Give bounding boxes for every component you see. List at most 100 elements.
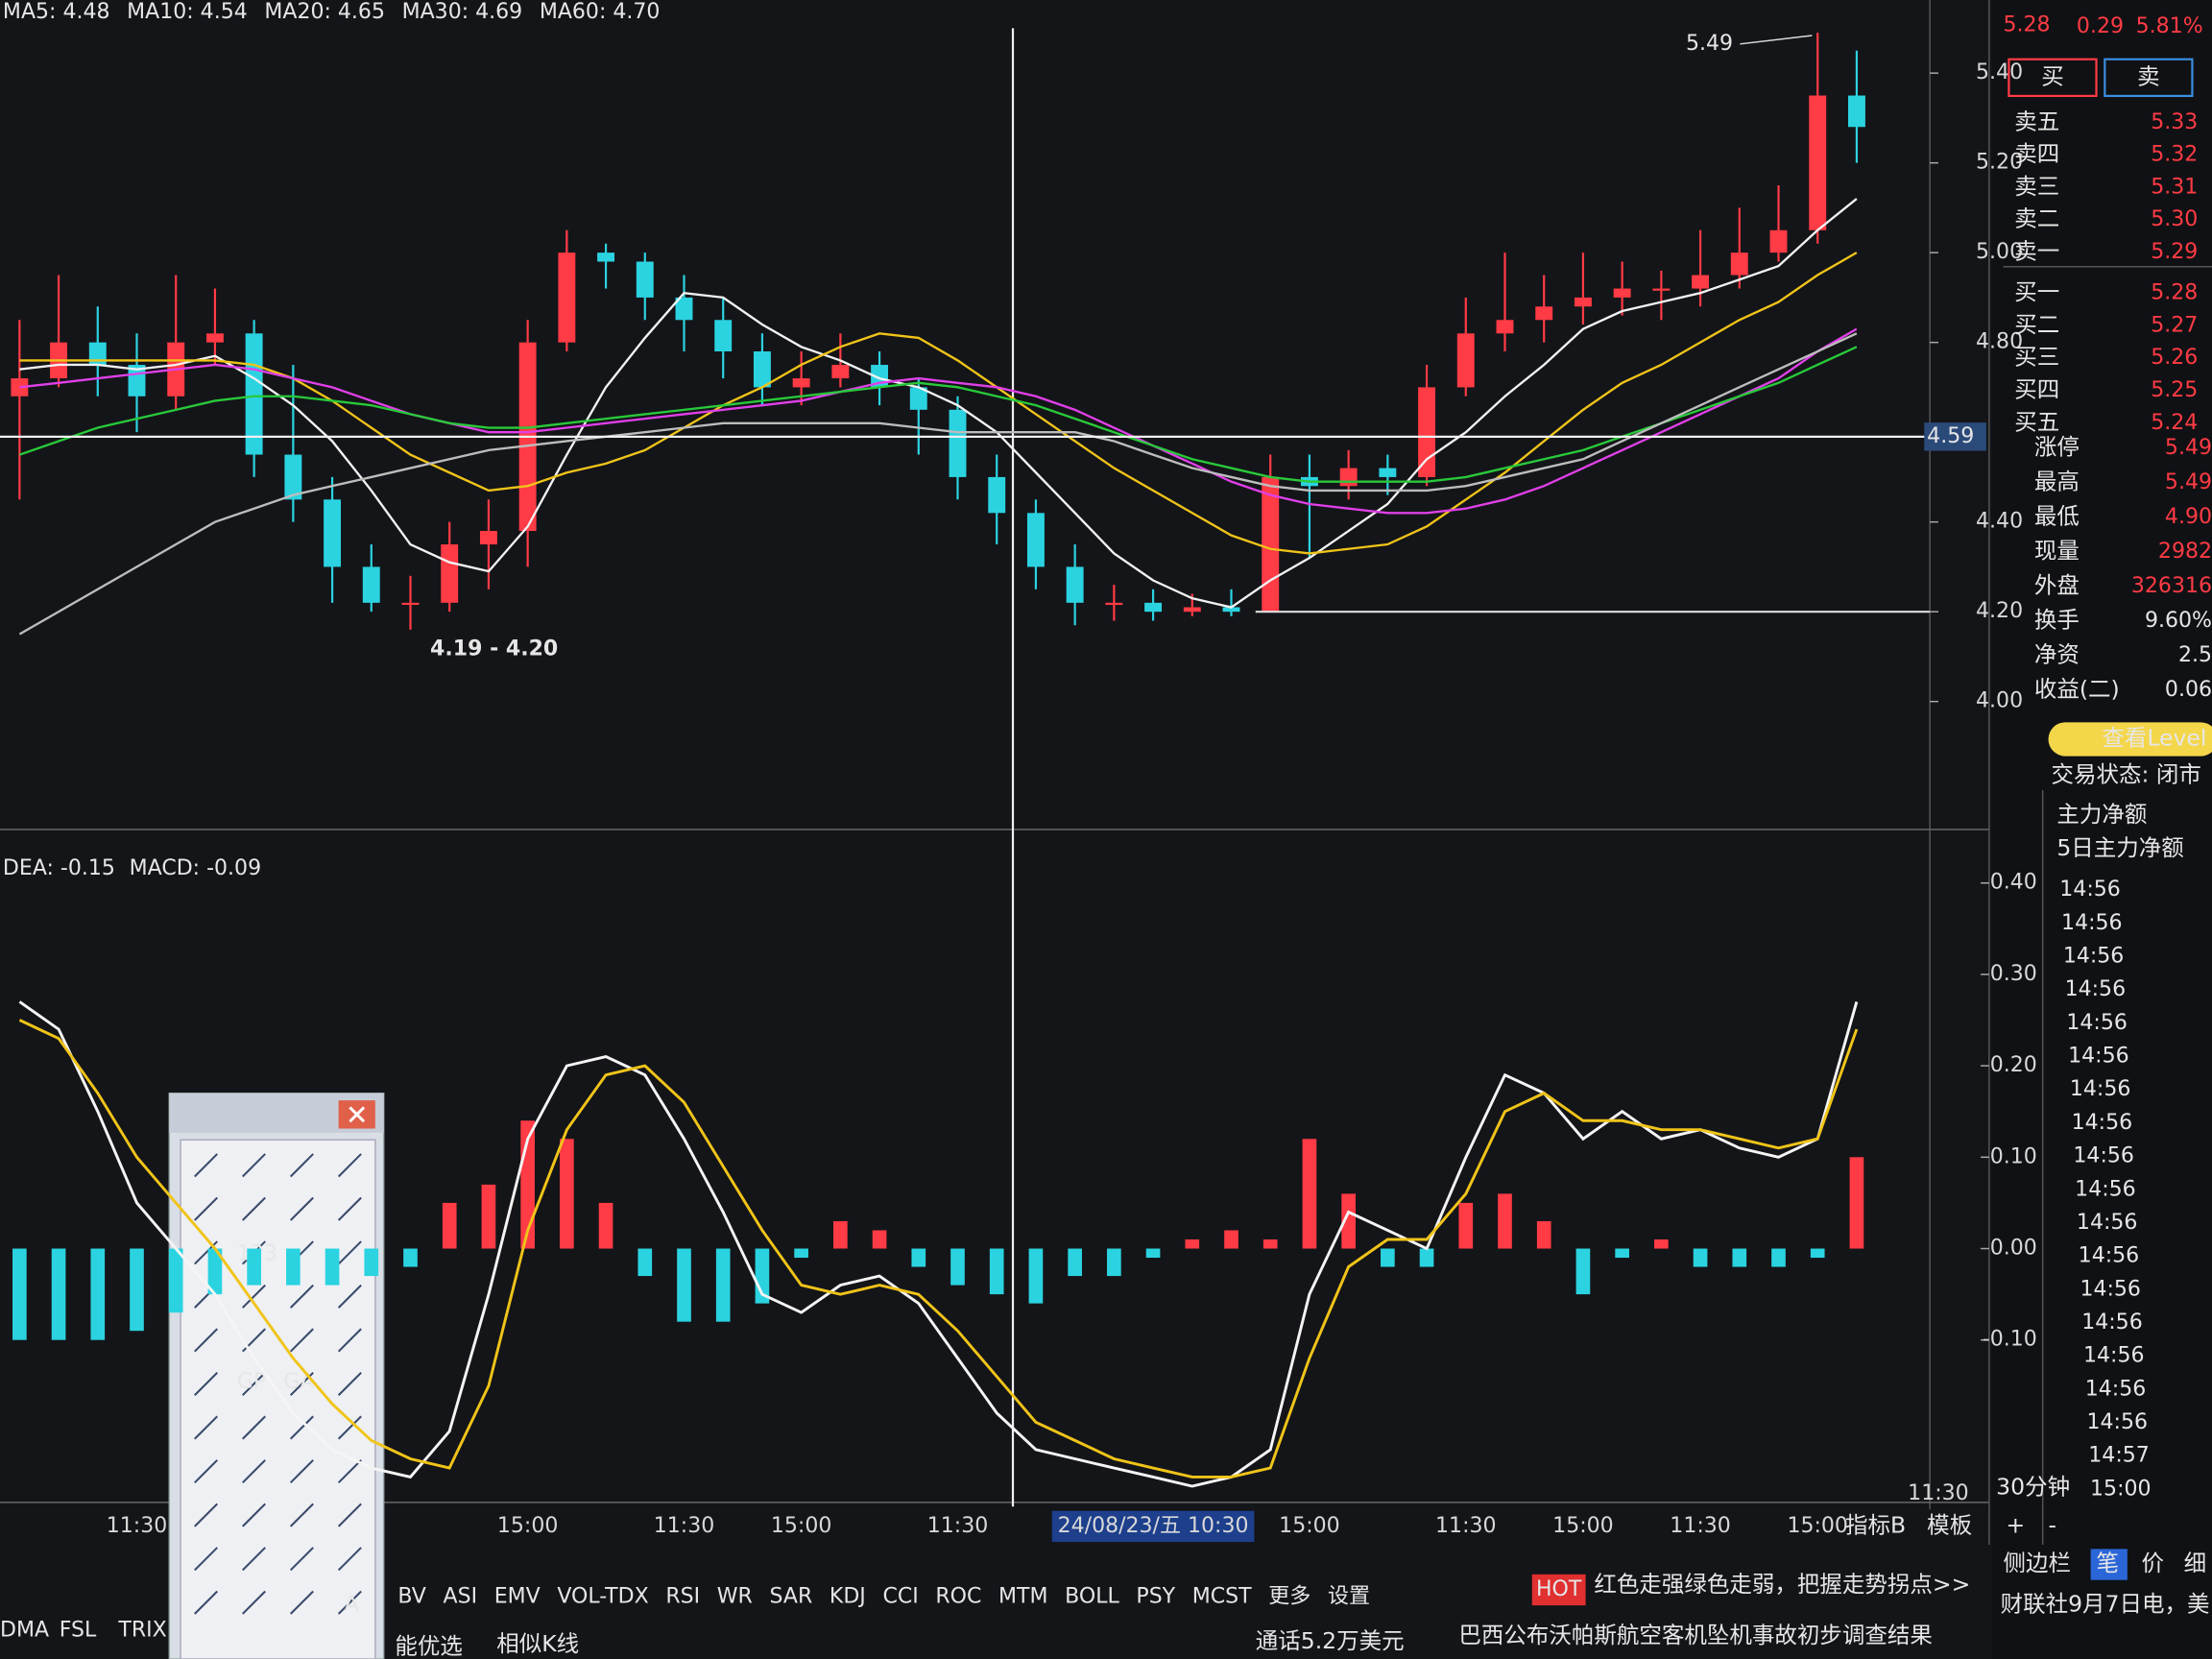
- macd-line: [18, 1000, 1859, 1488]
- left-tab[interactable]: DMA: [0, 1619, 49, 1643]
- tool-icon[interactable]: [242, 1371, 266, 1396]
- tool-icon[interactable]: [289, 1153, 314, 1178]
- tick-time: 14:56: [2072, 1111, 2133, 1135]
- indicator-tab[interactable]: 更多: [1268, 1584, 1310, 1608]
- indicator-tab[interactable]: ROC: [935, 1584, 981, 1608]
- left-tab[interactable]: TRIX: [117, 1619, 166, 1643]
- macd-bar: [598, 1202, 613, 1249]
- indicator-tab[interactable]: MTM: [998, 1584, 1047, 1608]
- tool-icon[interactable]: [242, 1196, 266, 1221]
- candle-body: [324, 499, 342, 567]
- side-tab[interactable]: 细: [2184, 1550, 2207, 1576]
- tool-icon[interactable]: [194, 1153, 219, 1178]
- trade-button-label[interactable]: 买: [2041, 62, 2064, 89]
- indicator-tab[interactable]: ASI: [444, 1584, 478, 1608]
- tool-icon[interactable]: [289, 1590, 314, 1615]
- tool-icon[interactable]: [242, 1415, 266, 1440]
- tool-icon[interactable]: [242, 1547, 266, 1572]
- tool-icon[interactable]: [337, 1153, 362, 1178]
- tool-icon[interactable]: [289, 1459, 314, 1484]
- macd-bar: [1771, 1248, 1786, 1267]
- tool-icon[interactable]: [242, 1153, 266, 1178]
- footer-text[interactable]: 能优选: [395, 1633, 463, 1659]
- indicator-tab[interactable]: KDJ: [830, 1584, 866, 1608]
- trade-status: 交易状态: 闭市: [2051, 761, 2200, 788]
- tool-label[interactable]: GA: [283, 1370, 314, 1394]
- indicator-tab[interactable]: EMV: [494, 1584, 541, 1608]
- macd-bar: [325, 1248, 340, 1286]
- x-tick-label: 15:00: [1787, 1514, 1848, 1538]
- tool-icon[interactable]: [337, 1503, 362, 1527]
- tool-icon[interactable]: [242, 1503, 266, 1527]
- tool-icon[interactable]: [194, 1459, 219, 1484]
- tool-icon[interactable]: [194, 1590, 219, 1615]
- indicator-tab[interactable]: RSI: [665, 1584, 700, 1608]
- tool-icon[interactable]: [194, 1415, 219, 1440]
- indicator-tab[interactable]: BV: [397, 1584, 426, 1608]
- tool-icon[interactable]: [337, 1547, 362, 1572]
- indicator-tab[interactable]: MCST: [1192, 1584, 1252, 1608]
- indicator-tab[interactable]: 设置: [1328, 1584, 1370, 1608]
- tool-icon[interactable]: [194, 1196, 219, 1221]
- indicator-tab[interactable]: CCI: [882, 1584, 918, 1608]
- panel-control[interactable]: +: [2006, 1511, 2025, 1538]
- tool-icon[interactable]: [289, 1415, 314, 1440]
- trade-button-label[interactable]: 卖: [2137, 62, 2160, 89]
- tool-label[interactable]: A: [345, 1593, 359, 1617]
- tool-icon[interactable]: [242, 1459, 266, 1484]
- tool-icon[interactable]: [337, 1284, 362, 1309]
- level-button-label[interactable]: 查看Level: [2102, 724, 2206, 751]
- indicator-tab[interactable]: SAR: [769, 1584, 812, 1608]
- legend-entry: MACD: -0.09: [130, 856, 261, 880]
- footer-text[interactable]: 相似K线: [496, 1630, 579, 1657]
- tool-icon[interactable]: [337, 1240, 362, 1265]
- panel-control[interactable]: 指标B: [1845, 1511, 1906, 1538]
- panel-control[interactable]: -: [2049, 1511, 2056, 1538]
- tool-icon[interactable]: [242, 1284, 266, 1309]
- macd-bar: [872, 1230, 887, 1249]
- tool-icon[interactable]: [194, 1547, 219, 1572]
- side-tab[interactable]: 侧边栏: [2004, 1550, 2071, 1576]
- tool-icon[interactable]: [289, 1547, 314, 1572]
- tool-icon[interactable]: [289, 1284, 314, 1309]
- side-tab[interactable]: 笔: [2097, 1550, 2120, 1576]
- indicator-tab[interactable]: WR: [717, 1584, 753, 1608]
- tool-icon[interactable]: [337, 1328, 362, 1353]
- tool-icon[interactable]: [337, 1415, 362, 1440]
- panel-control[interactable]: 模板: [1927, 1511, 1972, 1538]
- side-tab[interactable]: 价: [2142, 1550, 2165, 1576]
- tool-icon[interactable]: [337, 1196, 362, 1221]
- trade-button[interactable]: [2008, 58, 2098, 98]
- stat-value: 5.49: [2165, 470, 2212, 494]
- tool-icon[interactable]: [289, 1503, 314, 1527]
- footer-text[interactable]: 通话5.2万美元: [1256, 1627, 1405, 1654]
- indicator-tab[interactable]: PSY: [1136, 1584, 1175, 1608]
- indicator-tab[interactable]: BOLL: [1065, 1584, 1119, 1608]
- footer-text[interactable]: 财联社9月7日电，美: [2001, 1591, 2210, 1618]
- tool-icon[interactable]: [337, 1590, 362, 1615]
- footer-text[interactable]: 巴西公布沃帕斯航空客机坠机事故初步调查结果: [1458, 1622, 1933, 1648]
- tool-icon[interactable]: [289, 1196, 314, 1221]
- tool-label[interactable]: GP: [237, 1370, 266, 1394]
- tool-icon[interactable]: [194, 1371, 219, 1396]
- tool-icon[interactable]: [194, 1328, 219, 1353]
- tool-icon[interactable]: [242, 1590, 266, 1615]
- tool-icon[interactable]: [337, 1371, 362, 1396]
- trade-button[interactable]: [2104, 58, 2194, 98]
- y-tick-label: 0.00: [1990, 1237, 2037, 1261]
- macd-bar: [364, 1248, 379, 1277]
- tool-icon[interactable]: [194, 1503, 219, 1527]
- macd-bar: [794, 1248, 808, 1259]
- hot-text[interactable]: 红色走强绿色走弱，把握走势拐点>>: [1594, 1571, 1970, 1598]
- indicator-tab[interactable]: VOL-TDX: [557, 1584, 648, 1608]
- x-tick-label: 15:00: [771, 1514, 832, 1538]
- order-label: 买五: [2014, 408, 2059, 435]
- macd-bar: [1419, 1248, 1434, 1267]
- tool-icon[interactable]: [337, 1459, 362, 1484]
- level-button[interactable]: [2048, 722, 2212, 757]
- left-tab[interactable]: FSL: [60, 1619, 97, 1643]
- candle-body: [675, 297, 693, 321]
- tool-icon[interactable]: [289, 1328, 314, 1353]
- annotation-arrow: [1740, 35, 1813, 45]
